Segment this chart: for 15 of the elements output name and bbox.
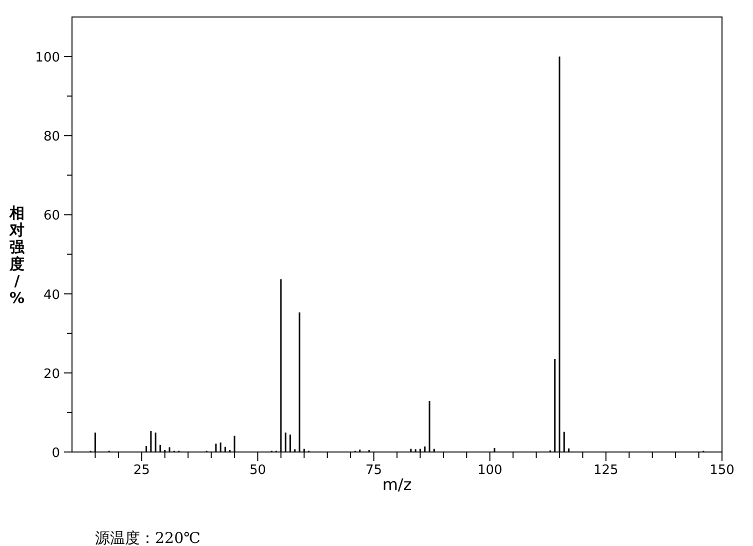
x-tick-label: 75 [366,463,382,478]
x-tick-label: 50 [249,463,266,478]
y-tick-label: 60 [43,208,60,224]
y-tick-label: 100 [35,50,60,66]
y-tick-label: 80 [43,130,60,145]
x-tick-label: 100 [477,463,502,478]
x-axis-title: m/z [382,475,412,494]
y-tick-label: 0 [52,446,60,461]
y-tick-label: 40 [43,288,60,303]
x-tick-label: 150 [710,463,734,478]
y-axis-title: 相对强度/% [8,204,26,307]
x-tick-label: 125 [594,463,618,478]
y-tick-label: 20 [43,366,60,382]
x-tick-label: 25 [133,463,150,478]
text: 源温度：220℃ [95,529,200,546]
